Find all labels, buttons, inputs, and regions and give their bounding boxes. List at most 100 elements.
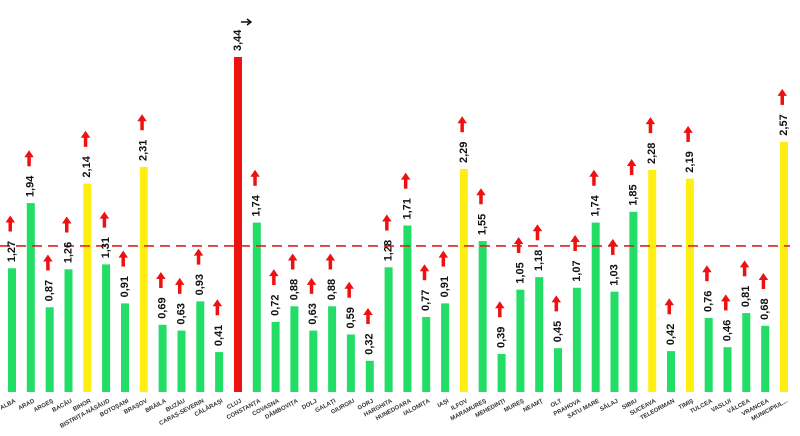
bar-15 <box>290 306 299 392</box>
bar-27 <box>516 289 525 392</box>
bar-35 <box>667 351 675 392</box>
category-label-3: BACĂU <box>51 398 73 414</box>
bar-0 <box>8 268 16 392</box>
trend-arrow-29 <box>551 295 562 312</box>
bar-36 <box>685 178 694 392</box>
value-label-20: 1,28 <box>383 240 395 261</box>
trend-arrow-6 <box>118 250 128 267</box>
category-label-28: NEAMȚ <box>522 398 544 413</box>
trend-arrow-10 <box>193 248 204 265</box>
bar-13 <box>252 222 261 392</box>
trend-arrow-36 <box>683 125 693 142</box>
value-label-19: 0,32 <box>364 333 376 354</box>
bar-21 <box>403 225 412 392</box>
bar-8 <box>158 324 167 392</box>
value-label-32: 1,03 <box>608 264 620 285</box>
trend-arrow-19 <box>363 308 373 325</box>
bar-33 <box>629 211 638 392</box>
bar-10 <box>196 301 205 392</box>
trend-arrow-41 <box>777 88 787 105</box>
value-label-36: 2,19 <box>684 151 696 172</box>
trend-arrow-14 <box>269 269 279 286</box>
bar-24 <box>459 169 468 392</box>
trend-arrow-5 <box>99 211 110 228</box>
value-label-0: 1,27 <box>6 241 18 262</box>
trend-arrow-39 <box>739 260 750 277</box>
trend-arrow-21 <box>400 172 411 189</box>
value-label-26: 0,39 <box>496 327 508 348</box>
value-label-22: 0,77 <box>420 290 432 311</box>
trend-arrow-4 <box>80 130 91 147</box>
trend-arrow-16 <box>306 277 317 294</box>
bar-16 <box>309 330 318 392</box>
bar-37 <box>704 318 713 392</box>
bar-6 <box>121 303 129 392</box>
value-label-31: 1,74 <box>590 194 602 216</box>
value-label-29: 0,45 <box>552 321 564 342</box>
category-label-23: IAȘI <box>437 398 450 409</box>
trend-arrow-26 <box>495 301 505 318</box>
value-label-16: 0,63 <box>307 303 319 324</box>
value-label-30: 1,07 <box>571 260 583 281</box>
bar-29 <box>554 348 562 392</box>
value-label-7: 2,31 <box>138 140 150 161</box>
trend-arrow-12 <box>240 18 253 26</box>
trend-arrow-27 <box>513 236 524 253</box>
bar-2 <box>45 307 54 392</box>
bar-32 <box>610 291 619 392</box>
bar-12 <box>234 57 242 392</box>
value-label-17: 0,88 <box>326 279 338 300</box>
bar-41 <box>780 141 788 392</box>
trend-arrow-13 <box>250 169 260 186</box>
bar-3 <box>64 269 73 392</box>
trend-arrow-22 <box>419 264 430 281</box>
value-label-9: 0,63 <box>175 303 187 324</box>
trend-arrow-28 <box>532 224 543 241</box>
bar-17 <box>328 306 337 392</box>
trend-arrow-24 <box>457 116 467 133</box>
bar-20 <box>384 267 393 392</box>
value-label-28: 1,18 <box>533 250 545 271</box>
value-label-3: 1,26 <box>62 242 74 263</box>
trend-arrow-15 <box>287 253 298 270</box>
bar-19 <box>365 360 374 392</box>
value-label-1: 1,94 <box>25 175 37 197</box>
bar-7 <box>139 167 148 392</box>
trend-arrow-23 <box>438 250 449 267</box>
trend-arrow-34 <box>645 117 656 134</box>
category-label-0: ALBA <box>0 398 18 411</box>
trend-arrow-32 <box>608 238 618 255</box>
bar-25 <box>478 241 487 392</box>
trend-arrow-9 <box>174 277 185 294</box>
trend-arrow-35 <box>664 298 675 315</box>
bar-4 <box>83 183 92 392</box>
value-label-23: 0,91 <box>439 276 451 297</box>
value-label-38: 0,46 <box>721 320 733 341</box>
value-label-33: 1,85 <box>627 184 639 205</box>
bar-18 <box>346 334 355 392</box>
trend-arrow-1 <box>24 150 34 167</box>
value-label-13: 1,74 <box>251 194 263 216</box>
bar-39 <box>742 313 751 392</box>
trend-arrow-0 <box>5 215 15 232</box>
bar-26 <box>497 354 506 392</box>
trend-arrow-20 <box>382 214 392 231</box>
trend-arrow-37 <box>702 265 712 282</box>
value-label-2: 0,87 <box>44 280 56 301</box>
value-label-27: 1,05 <box>514 262 526 283</box>
value-label-5: 1,31 <box>100 237 112 258</box>
bar-1 <box>26 203 35 392</box>
bar-30 <box>572 287 581 392</box>
bar-9 <box>177 330 186 392</box>
value-labels-group: 1,27 1,94 0,87 1,26 2,14 1,31 0,91 2,31 0,69 0,63… <box>6 29 790 355</box>
arrows-group <box>5 18 787 325</box>
bars-group <box>8 57 788 392</box>
trend-arrow-30 <box>570 234 580 251</box>
trend-arrow-2 <box>43 254 53 271</box>
value-label-8: 0,69 <box>157 297 169 318</box>
category-label-8: BRĂILA <box>144 397 168 414</box>
bar-5 <box>102 264 111 392</box>
bar-11 <box>215 352 224 392</box>
